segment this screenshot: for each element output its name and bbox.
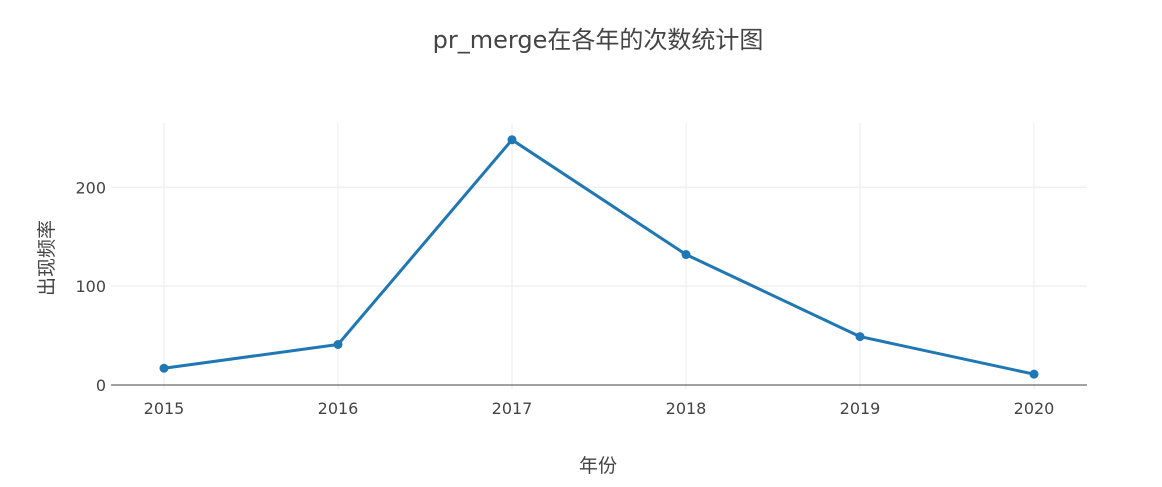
data-point-2017: [507, 135, 517, 145]
data-point-2020: [1029, 369, 1039, 379]
data-point-2015: [159, 363, 169, 373]
x-tick-label-2016: 2016: [318, 399, 359, 418]
y-axis-title: 出现频率: [36, 220, 58, 296]
x-tick-label-2019: 2019: [840, 399, 881, 418]
x-tick-label-2015: 2015: [144, 399, 185, 418]
data-point-2016: [333, 340, 343, 350]
y-tick-label-200: 200: [75, 178, 106, 197]
series-layer: [159, 135, 1039, 379]
x-tick-label-2018: 2018: [666, 399, 707, 418]
x-tick-label-2020: 2020: [1014, 399, 1055, 418]
y-tick-label-0: 0: [96, 376, 106, 395]
data-point-2018: [681, 250, 691, 260]
y-tick-label-100: 100: [75, 277, 106, 296]
data-point-2019: [855, 332, 865, 342]
chart-title: pr_merge在各年的次数统计图: [433, 26, 764, 54]
series-line-0: [162, 138, 1036, 376]
x-tick-label-2017: 2017: [492, 399, 533, 418]
axis-layer: 2015 2016 2017 2018 2019 2020 0 100 200: [75, 178, 1087, 418]
x-axis-title: 年份: [579, 455, 617, 477]
grid-layer: [111, 123, 1087, 389]
